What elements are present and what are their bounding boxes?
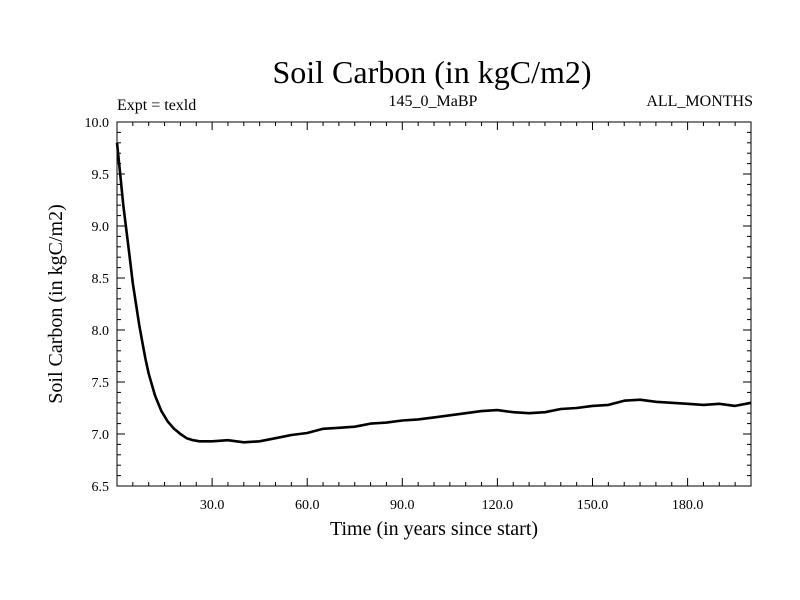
series-line xyxy=(115,142,752,444)
x-tick-label: 90.0 xyxy=(390,498,415,513)
y-axis-label: Soil Carbon (in kgC/m2) xyxy=(45,204,67,403)
x-tick-label: 150.0 xyxy=(577,498,609,513)
x-axis-label: Time (in years since start) xyxy=(330,518,538,540)
y-tick-label: 8.0 xyxy=(92,324,110,339)
y-tick-label: 6.5 xyxy=(92,480,110,495)
y-tick-label: 10.0 xyxy=(85,116,110,131)
x-tick-label: 120.0 xyxy=(482,498,514,513)
chart-title: Soil Carbon (in kgC/m2) xyxy=(272,54,591,90)
series-layer xyxy=(115,142,752,444)
y-tick-label: 7.0 xyxy=(92,428,110,443)
y-axis: 6.5 7.0 7.5 8.0 8.5 9.0 9.5 10.0 xyxy=(85,116,751,495)
months-label: ALL_MONTHS xyxy=(646,93,753,110)
x-axis: 30.0 60.0 90.0 120.0 150.0 180.0 xyxy=(132,122,736,513)
x-tick-label: 60.0 xyxy=(295,498,320,513)
x-tick-label: 180.0 xyxy=(672,498,704,513)
y-tick-label: 9.0 xyxy=(92,220,110,235)
experiment-label: Expt = texld xyxy=(117,97,196,114)
period-label: 145_0_MaBP xyxy=(389,93,478,110)
y-tick-label: 7.5 xyxy=(92,376,110,391)
y-tick-label: 9.5 xyxy=(92,168,110,183)
y-tick-label: 8.5 xyxy=(92,272,110,287)
plot-frame xyxy=(116,121,752,487)
x-tick-label: 30.0 xyxy=(200,498,225,513)
